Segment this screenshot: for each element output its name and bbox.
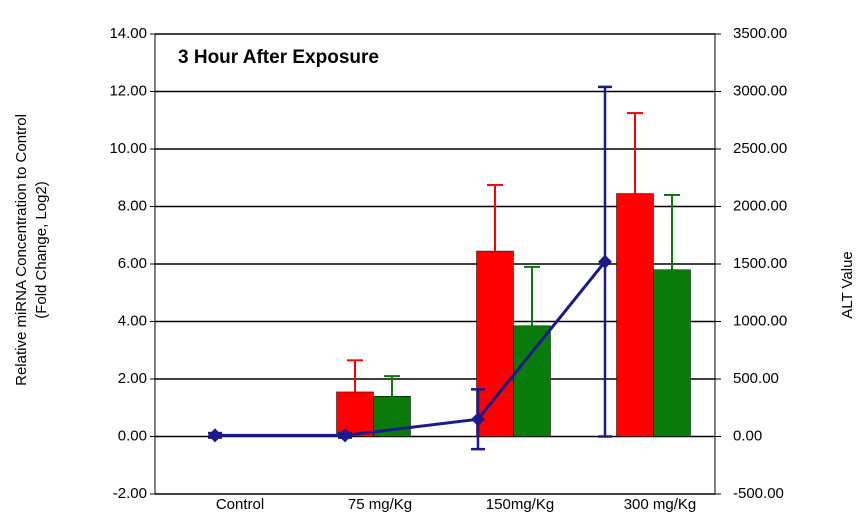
y-tick-label: 10.00	[109, 140, 147, 157]
marker	[338, 428, 352, 443]
y2-tick-label: 3000.00	[733, 82, 787, 99]
y2-tick-label: 2000.00	[733, 197, 787, 214]
x-tick-label: Control	[216, 496, 264, 513]
y-tick-label: 12.00	[109, 82, 147, 99]
y-axis-label: Relative miRNA Concentration to Control	[13, 114, 30, 386]
y2-tick-label: 3500.00	[733, 25, 787, 42]
y2-tick-label: 2500.00	[733, 140, 787, 157]
line	[215, 260, 607, 437]
y2-tick-label: 500.00	[733, 370, 779, 387]
y-tick-label: 4.00	[118, 312, 147, 329]
y2-tick-label: -500.00	[733, 485, 784, 502]
bar	[513, 325, 551, 437]
y-tick-label: 6.00	[118, 255, 147, 272]
x-tick-label: 75 mg/Kg	[348, 496, 412, 513]
y2-tick-label: 1500.00	[733, 255, 787, 272]
y-tick-label: 0.00	[118, 427, 147, 444]
y-axis-label: (Fold Change, Log2)	[33, 181, 50, 319]
bar	[616, 193, 654, 437]
bar	[653, 269, 691, 437]
marker	[598, 254, 612, 269]
bar	[336, 391, 374, 437]
x-tick-label: 150mg/Kg	[486, 496, 554, 513]
marker	[471, 412, 485, 427]
bar	[476, 250, 514, 437]
marker	[208, 428, 222, 443]
y-tick-label: -2.00	[113, 485, 147, 502]
y-tick-label: 8.00	[118, 197, 147, 214]
x-tick-label: 300 mg/Kg	[624, 496, 697, 513]
chart-title: 3 Hour After Exposure	[178, 47, 379, 68]
y2-axis-label: ALT Value	[839, 251, 856, 319]
y2-tick-label: 0.00	[733, 427, 762, 444]
y2-tick-label: 1000.00	[733, 312, 787, 329]
y-tick-label: 2.00	[118, 370, 147, 387]
y-tick-label: 14.00	[109, 25, 147, 42]
